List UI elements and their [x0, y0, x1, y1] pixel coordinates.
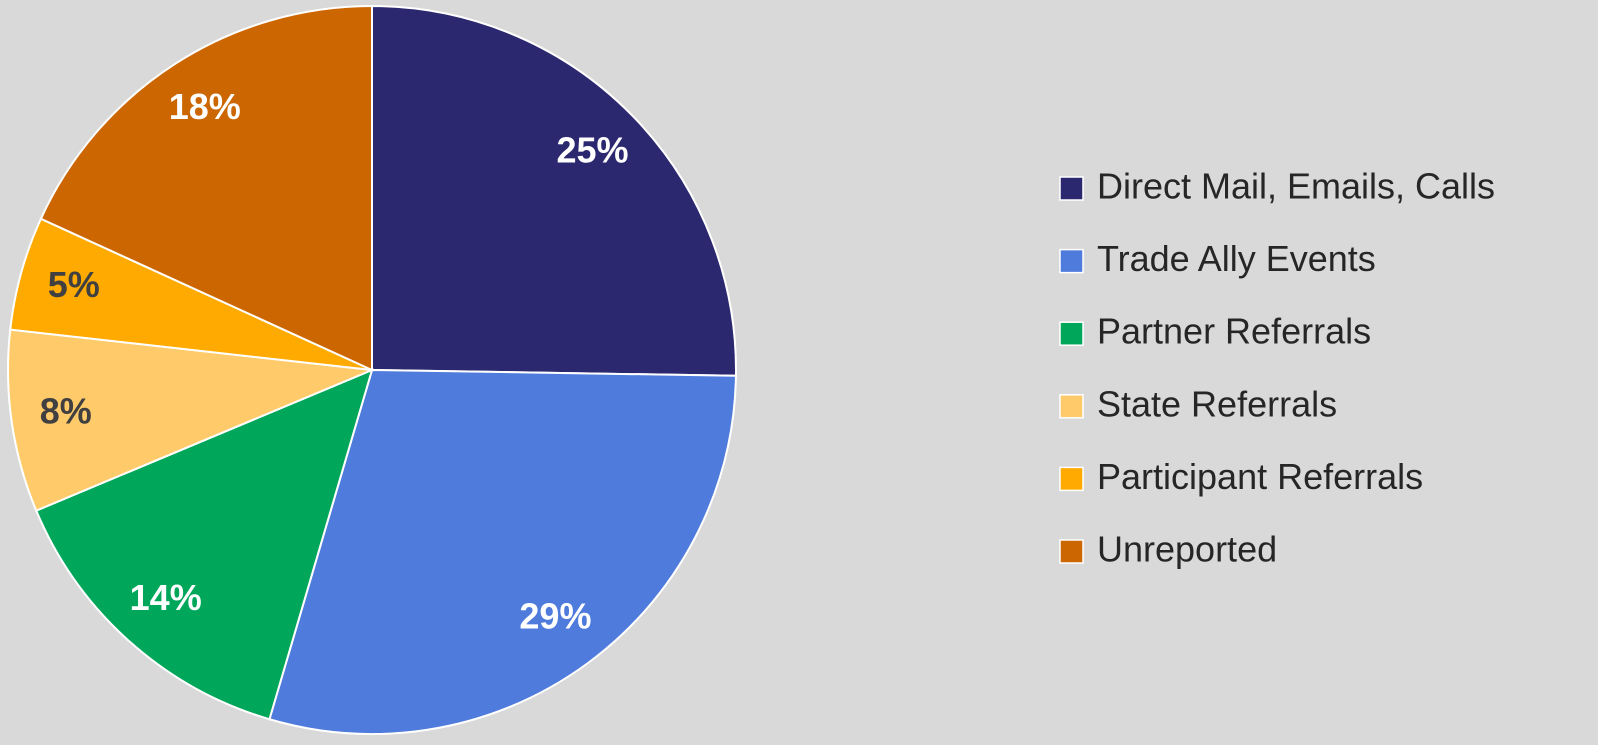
- data-label: 8%: [40, 391, 92, 432]
- legend-label: Participant Referrals: [1097, 456, 1423, 497]
- data-label: 25%: [556, 129, 628, 170]
- data-label: 29%: [519, 596, 591, 637]
- legend-swatch: [1059, 466, 1084, 492]
- legend-swatch: [1059, 321, 1084, 346]
- pie-slice: [7, 328, 376, 512]
- legend-swatch: [1059, 394, 1084, 419]
- legend-swatch: [1059, 248, 1084, 274]
- pie-slice: [268, 368, 737, 735]
- legend-swatch: [1059, 539, 1084, 564]
- data-label: 5%: [48, 264, 100, 305]
- pie-slice: [39, 4, 373, 372]
- legend-label: Partner Referrals: [1097, 311, 1371, 352]
- legend-label: Unreported: [1097, 529, 1277, 570]
- legend-label: State Referrals: [1097, 383, 1337, 424]
- pie-slice: [34, 368, 374, 721]
- data-label: 14%: [130, 577, 202, 618]
- legend-label: Trade Ally Events: [1097, 238, 1376, 279]
- legend-label: Direct Mail, Emails, Calls: [1097, 166, 1495, 207]
- pie-slice: [371, 4, 737, 377]
- legend-swatch: [1059, 176, 1084, 201]
- data-label: 18%: [169, 86, 241, 127]
